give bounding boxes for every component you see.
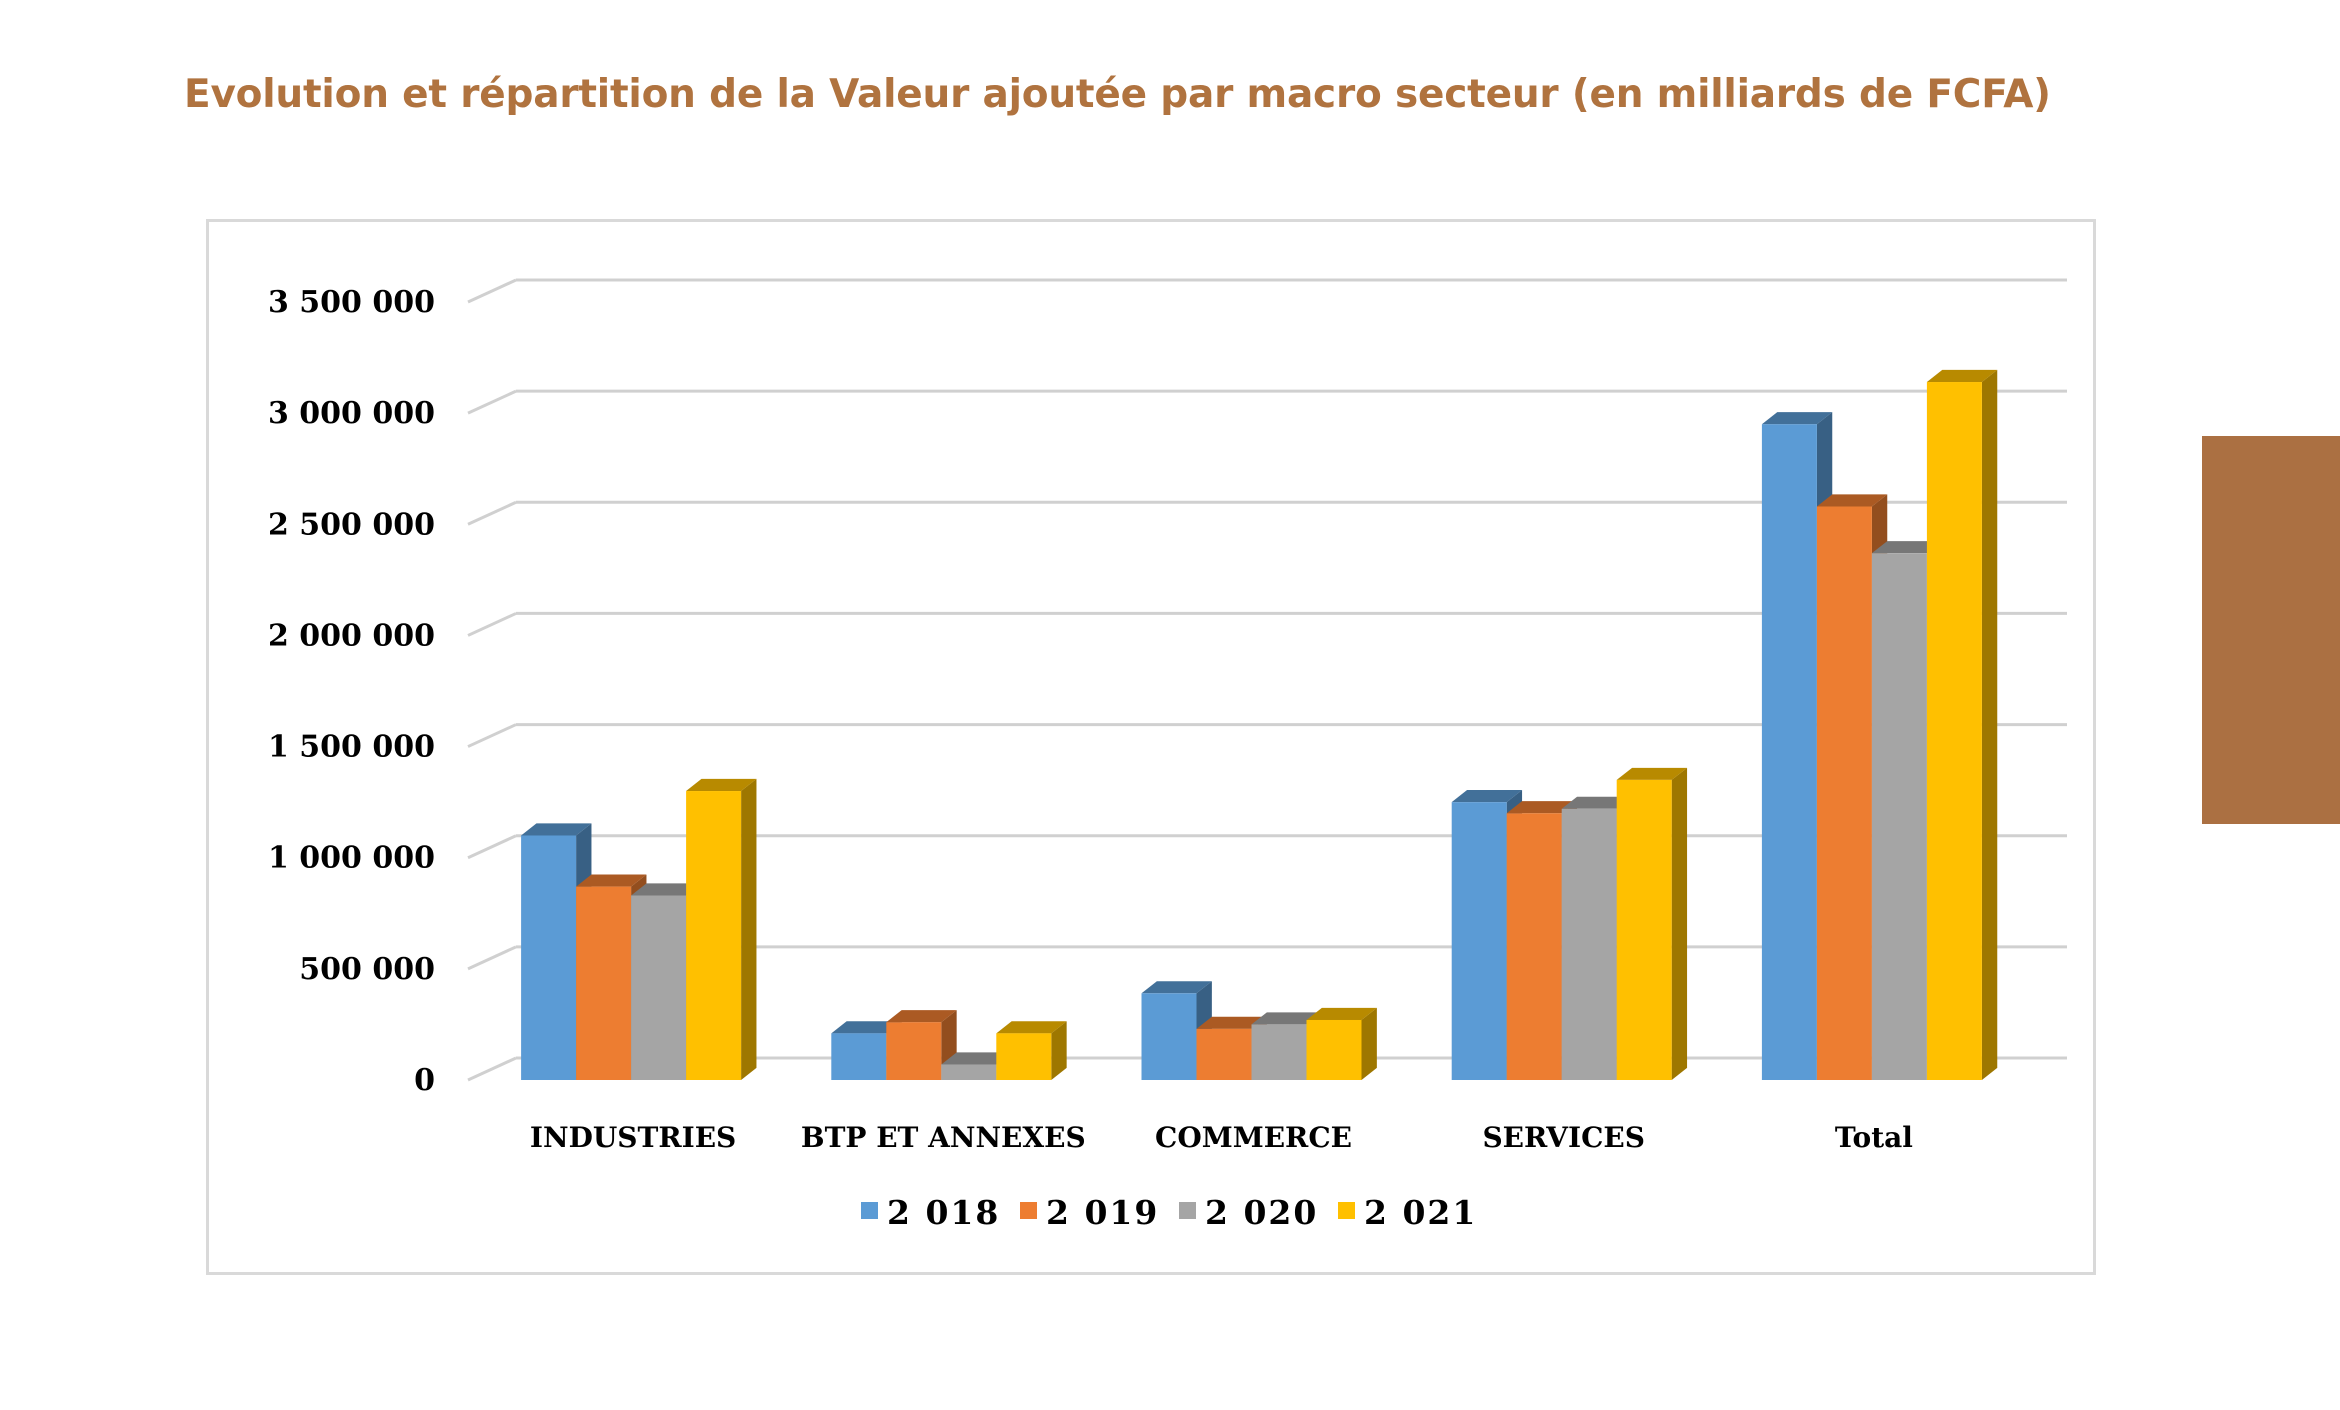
bar-front (1926, 382, 1982, 1081)
x-tick-label: BTP ET ANNEXES (801, 1121, 1086, 1154)
gridline-depth (467, 612, 517, 637)
legend-label: 2 018 (887, 1193, 1000, 1232)
y-tick-label: 2 000 000 (268, 618, 435, 653)
bar-front (996, 1033, 1052, 1080)
legend-swatch (1338, 1202, 1355, 1219)
bar-front (1506, 813, 1562, 1080)
gridline-depth (467, 834, 517, 860)
y-tick-label: 3 500 000 (268, 285, 435, 320)
bar-top (1816, 494, 1888, 507)
chart-frame: 0 500 000 1 000 000 1 500 000 2 000 000 2 500… (206, 219, 2096, 1275)
bar-side (1981, 369, 1998, 1080)
bar-front (1306, 1019, 1362, 1080)
bar-front (1816, 506, 1872, 1080)
gridline-depth (467, 500, 517, 526)
bar-top (686, 778, 757, 792)
bar-front (1196, 1028, 1252, 1080)
bar-front (1141, 993, 1197, 1080)
bar-top (521, 823, 592, 836)
y-tick-label: 2 500 000 (268, 507, 435, 542)
bar-top (1196, 1016, 1267, 1029)
bar-front (941, 1064, 997, 1080)
bar (1616, 767, 1688, 1080)
bar-front (631, 895, 687, 1080)
bar-side (1051, 1021, 1067, 1080)
bar (1926, 369, 1998, 1081)
bar-top (941, 1052, 1012, 1065)
bar-top (1506, 801, 1578, 814)
bar-top (1926, 369, 1998, 383)
bar-top (1306, 1007, 1377, 1020)
bar (1306, 1007, 1377, 1080)
x-tick-label: SERVICES (1482, 1121, 1645, 1154)
y-tick-label: 500 000 (299, 952, 435, 987)
y-tick-label: 0 (414, 1063, 435, 1098)
legend-swatch (861, 1202, 878, 1219)
gridline-depth (467, 945, 517, 971)
bar-chart: 0 500 000 1 000 000 1 500 000 2 000 000 2 500… (268, 278, 2067, 1232)
bar-side (1361, 1007, 1377, 1080)
bar-front (1761, 424, 1817, 1080)
bar (686, 778, 757, 1080)
y-tick-label: 1 500 000 (268, 730, 435, 765)
bar-top (1616, 767, 1688, 780)
bar-top (631, 883, 702, 896)
x-tick-label: COMMERCE (1155, 1121, 1352, 1154)
bar-top (1871, 541, 1943, 554)
bar-top (1761, 412, 1833, 425)
bar-top (1251, 1012, 1322, 1025)
bar-front (1616, 779, 1672, 1080)
bar (996, 1021, 1067, 1080)
side-tab-decoration (2202, 436, 2340, 824)
page-title: Evolution et répartition de la Valeur aj… (184, 72, 2051, 117)
bar-front (831, 1033, 887, 1080)
legend-label: 2 020 (1205, 1193, 1318, 1232)
gridline-depth (467, 723, 517, 748)
x-tick-label: Total (1835, 1121, 1913, 1154)
y-tick-label: 3 000 000 (268, 396, 435, 431)
bar-front (886, 1022, 942, 1080)
bar-front (521, 835, 577, 1080)
bars (521, 369, 1998, 1081)
legend-swatch (1179, 1202, 1196, 1219)
x-tick-label: INDUSTRIES (530, 1121, 736, 1154)
gridline-depth (467, 278, 517, 304)
gridline-depth (467, 1056, 517, 1082)
bar-front (576, 886, 632, 1080)
bar-top (1561, 796, 1633, 809)
legend-label: 2 019 (1046, 1193, 1159, 1232)
bar-top (576, 874, 647, 887)
legend-label: 2 021 (1364, 1193, 1477, 1232)
legend: 2 018 2 019 2 020 2 021 (861, 1193, 1477, 1232)
gridline-depth (467, 389, 517, 415)
bar-front (1871, 553, 1927, 1080)
bar-top (831, 1021, 902, 1034)
bar-front (1451, 802, 1507, 1080)
x-axis: INDUSTRIES BTP ET ANNEXES COMMERCE SERVICES… (530, 1121, 1913, 1154)
bar-front (686, 791, 742, 1080)
bar-top (1451, 790, 1523, 803)
y-axis: 0 500 000 1 000 000 1 500 000 2 000 000 2 500… (268, 285, 435, 1098)
bar-side (741, 778, 757, 1080)
legend-swatch (1020, 1202, 1037, 1219)
bar-top (1141, 981, 1212, 994)
bar-side (1671, 767, 1688, 1080)
bar-front (1251, 1024, 1307, 1080)
bar-top (996, 1021, 1067, 1034)
bar-front (1561, 808, 1617, 1080)
bar-top (886, 1010, 957, 1023)
y-tick-label: 1 000 000 (268, 841, 435, 876)
